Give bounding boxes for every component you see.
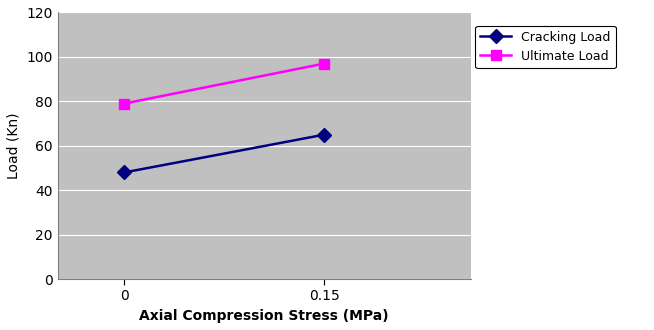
Legend: Cracking Load, Ultimate Load: Cracking Load, Ultimate Load <box>475 26 615 68</box>
Cracking Load <box>320 133 328 137</box>
X-axis label: Axial Compression Stress (MPa): Axial Compression Stress (MPa) <box>139 309 389 323</box>
Cracking Load <box>120 171 128 175</box>
Y-axis label: Load (Kn): Load (Kn) <box>7 113 21 179</box>
Ultimate Load <box>320 62 328 66</box>
Ultimate Load <box>120 102 128 106</box>
Line: Ultimate Load: Ultimate Load <box>120 59 329 109</box>
Line: Cracking Load: Cracking Load <box>120 130 329 177</box>
